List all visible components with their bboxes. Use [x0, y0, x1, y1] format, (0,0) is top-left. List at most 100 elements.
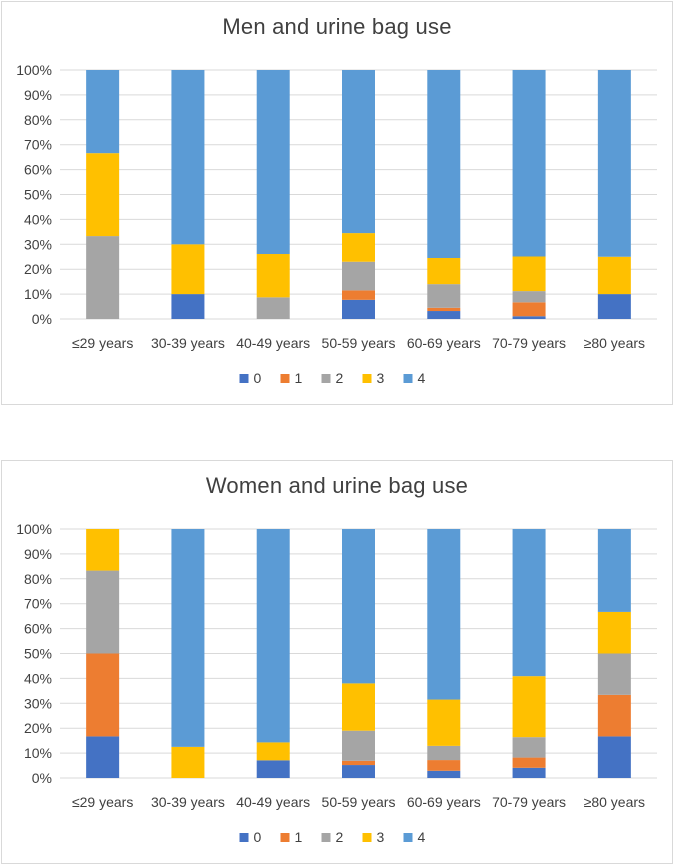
men-bar-segment [512, 302, 546, 317]
men-legend-label: 4 [418, 370, 426, 386]
women-chart-panel: Women and urine bag use 0% 10% 20% 30% 40% 50… [1, 460, 673, 864]
women-bar-segment [427, 770, 461, 778]
women-bar-segment [256, 760, 290, 778]
women-bar-segment [256, 742, 290, 761]
women-bar-segment [427, 529, 461, 700]
men-x-tick-label: ≤29 years [72, 335, 133, 351]
women-chart-title: Women and urine bag use [205, 473, 469, 498]
women-bar-segment [342, 765, 375, 778]
women-x-tick-label: 70-79 years [492, 794, 566, 810]
women-y-tick-label: 100% [16, 521, 52, 537]
women-x-tick-label: 40-49 years [236, 794, 310, 810]
men-legend-label: 1 [295, 370, 303, 386]
men-bar-segment [427, 257, 461, 285]
women-bar-segment [597, 653, 631, 695]
women-bar-segment [171, 746, 205, 778]
men-bar-segment [256, 297, 290, 319]
women-y-tick-label: 80% [24, 571, 52, 587]
women-y-tick-label: 70% [24, 596, 52, 612]
men-bar-segment [512, 70, 546, 257]
men-y-tick-label: 80% [24, 112, 52, 128]
women-x-tick-label: 30-39 years [151, 794, 225, 810]
men-bar-segment [512, 256, 546, 292]
women-chart-plot: 0% 10% 20% 30% 40% 50% 60% 70% 80% 90% 100% ≤29 yea… [16, 521, 657, 845]
men-bar-segment [512, 291, 546, 303]
women-x-tick-label: ≥80 years [584, 794, 645, 810]
men-bar-segment [427, 284, 461, 308]
women-x-tick-label: ≤29 years [72, 794, 133, 810]
men-bar-segment [171, 70, 205, 245]
men-bar-segment [597, 70, 631, 257]
men-bar-segment [342, 290, 375, 300]
men-y-tick-label: 30% [24, 236, 52, 252]
men-bar-segment [342, 299, 375, 319]
women-x-tick-label: 60-69 years [407, 794, 481, 810]
men-bar-segment [597, 294, 631, 319]
men-chart-plot: 0% 10% 20% 30% 40% 50% 60% 70% 80% 90% 100% ≤29 yea… [16, 62, 657, 386]
women-bar-segment [342, 730, 375, 761]
women-y-tick-label: 0% [32, 770, 52, 786]
men-bar-segment [256, 254, 290, 298]
women-bar-segment [86, 529, 120, 571]
men-y-tick-label: 10% [24, 286, 52, 302]
men-y-tick-label: 70% [24, 137, 52, 153]
women-bar-segment [427, 745, 461, 761]
women-x-tick-label: 50-59 years [322, 794, 396, 810]
women-legend-label: 0 [254, 829, 262, 845]
men-bar-segment [86, 153, 120, 237]
women-bar-segment [342, 529, 375, 684]
women-bar-segment [342, 683, 375, 731]
women-legend-label: 3 [377, 829, 385, 845]
men-legend-swatch [403, 374, 413, 383]
women-bar-segment [512, 757, 546, 768]
women-y-tick-label: 20% [24, 720, 52, 736]
women-bar-segment [512, 676, 546, 738]
men-bar-segment [342, 70, 375, 234]
women-y-tick-label: 40% [24, 670, 52, 686]
women-bar-segment [597, 694, 631, 737]
women-y-tick-label: 60% [24, 621, 52, 637]
women-bar-segment [427, 760, 461, 771]
men-bar-segment [86, 70, 120, 154]
men-y-tick-label: 60% [24, 162, 52, 178]
women-bar-segment [597, 611, 631, 654]
women-bar-segment [512, 529, 546, 677]
men-y-tick-label: 100% [16, 62, 52, 78]
women-bar-segment [512, 767, 546, 778]
women-legend-label: 4 [418, 829, 426, 845]
men-chart-title: Men and urine bag use [222, 14, 452, 39]
women-legend-swatch [403, 833, 413, 842]
women-bar-segment [86, 653, 120, 737]
women-bar-segment [597, 736, 631, 778]
men-x-tick-label: 60-69 years [407, 335, 481, 351]
women-legend-swatch [239, 833, 249, 842]
women-bar-segment [597, 529, 631, 612]
men-bar-segment [171, 244, 205, 295]
women-legend-swatch [362, 833, 372, 842]
women-bar-segment [512, 737, 546, 758]
men-bar-segment [597, 256, 631, 295]
men-x-tick-label: 50-59 years [322, 335, 396, 351]
men-legend-swatch [280, 374, 290, 383]
men-y-tick-label: 20% [24, 261, 52, 277]
women-y-tick-label: 50% [24, 646, 52, 662]
men-x-tick-label: 30-39 years [151, 335, 225, 351]
women-y-tick-label: 30% [24, 695, 52, 711]
men-bar-segment [512, 316, 546, 319]
men-y-tick-label: 0% [32, 311, 52, 327]
men-bar-segment [171, 294, 205, 319]
women-bar-segment [86, 570, 120, 654]
men-x-tick-label: ≥80 years [584, 335, 645, 351]
women-bar-segment [171, 529, 205, 747]
women-legend-label: 1 [295, 829, 303, 845]
men-y-tick-label: 50% [24, 187, 52, 203]
men-bar-segment [256, 70, 290, 255]
men-bar-segment [427, 307, 461, 312]
women-y-tick-label: 90% [24, 546, 52, 562]
men-bar-segment [86, 236, 120, 319]
women-legend-label: 2 [336, 829, 344, 845]
men-x-tick-label: 40-49 years [236, 335, 310, 351]
men-bar-segment [427, 70, 461, 258]
women-y-tick-label: 10% [24, 745, 52, 761]
men-x-tick-label: 70-79 years [492, 335, 566, 351]
